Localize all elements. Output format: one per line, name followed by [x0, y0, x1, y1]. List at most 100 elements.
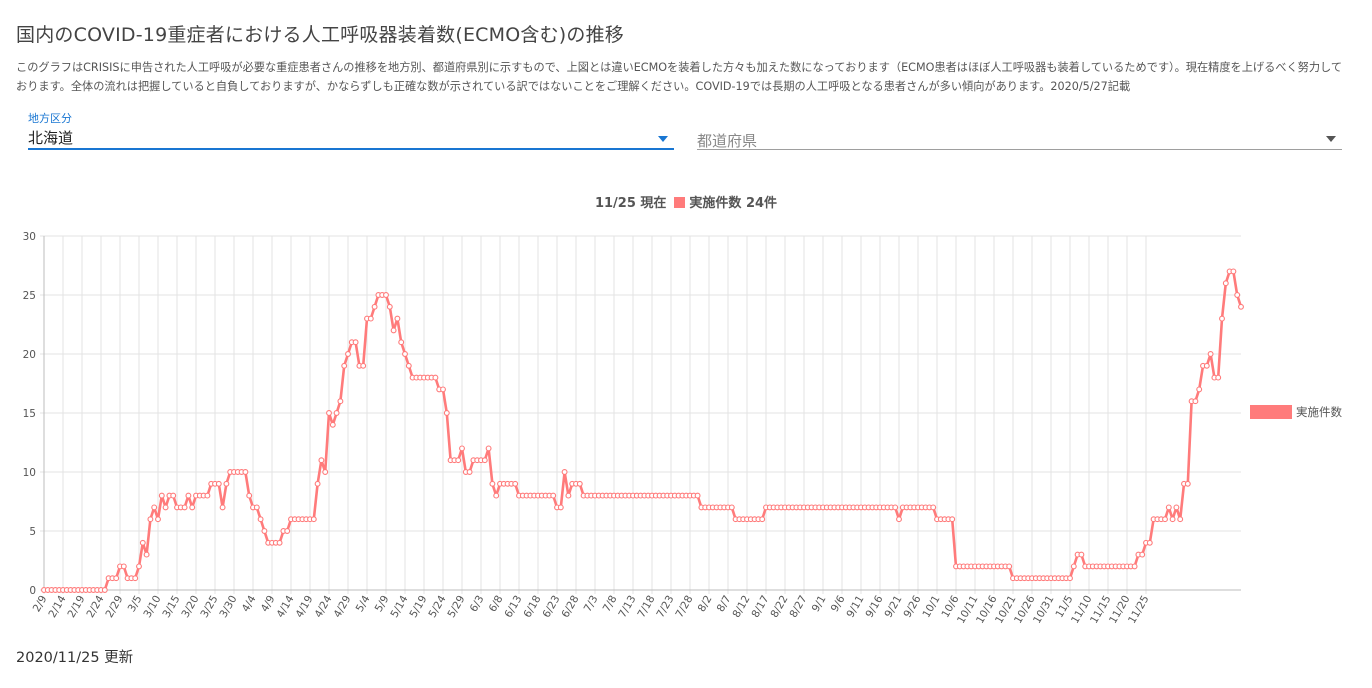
data-point: [1219, 315, 1225, 322]
x-tick-label: 8/12: [730, 594, 752, 620]
data-point: [352, 339, 359, 346]
x-tick-label: 5/19: [407, 594, 429, 620]
data-point: [113, 575, 120, 582]
data-point: [386, 303, 393, 310]
data-point: [1006, 563, 1013, 570]
description-text: このグラフはCRISISに申告された人工呼吸が必要な重症患者さんの推移を地方別、…: [16, 61, 1343, 93]
chart-top-legend: 11/25 現在 実施件数 24件: [0, 192, 1372, 211]
data-point: [147, 516, 154, 523]
data-point: [1139, 551, 1146, 558]
data-point: [1196, 386, 1203, 393]
prefecture-select-placeholder: 都道府県: [697, 132, 758, 150]
y-tick-label: 30: [23, 231, 36, 243]
data-point: [242, 469, 249, 475]
data-point: [383, 292, 389, 298]
data-point: [550, 492, 557, 499]
data-point: [1192, 398, 1199, 405]
data-point: [329, 421, 336, 428]
data-point: [1165, 504, 1172, 511]
series-line: [44, 270, 1243, 592]
x-tick-label: 3/15: [160, 594, 182, 620]
x-tick-label: 8/22: [768, 594, 790, 620]
data-point: [284, 528, 291, 534]
data-point: [489, 480, 496, 487]
data-point: [322, 469, 329, 475]
data-point: [565, 492, 572, 499]
x-tick-label: 4/29: [331, 594, 353, 620]
x-tick-label: 6/3: [468, 594, 487, 615]
prefecture-select[interactable]: 都道府県: [697, 110, 1342, 150]
legend-count-text: 実施件数 24件: [689, 196, 778, 211]
data-point: [398, 339, 405, 346]
x-tick-label: 2/14: [46, 593, 68, 620]
data-point: [455, 457, 462, 464]
data-point: [493, 492, 500, 499]
data-point: [367, 315, 374, 322]
data-point: [170, 492, 177, 499]
x-tick-label: 10/1: [920, 594, 942, 620]
data-point: [189, 504, 196, 511]
data-point: [276, 539, 283, 546]
data-point: [512, 480, 519, 487]
legend-date-text: 11/25 現在: [594, 196, 667, 211]
chevron-down-icon[interactable]: [1326, 136, 1336, 142]
data-point: [371, 303, 378, 310]
data-point: [466, 469, 473, 475]
x-tick-label: 9/11: [844, 594, 866, 620]
data-point: [158, 492, 165, 499]
region-select[interactable]: 地方区分 北海道: [28, 110, 674, 150]
data-point: [1203, 362, 1210, 369]
y-tick-label: 10: [23, 467, 36, 479]
x-tick-label: 3/5: [126, 594, 145, 615]
prefecture-select-underline: [697, 149, 1342, 150]
data-point: [1230, 268, 1237, 275]
x-tick-label: 8/27: [787, 594, 809, 620]
data-point: [261, 528, 268, 534]
data-point: [1173, 504, 1180, 511]
data-point: [120, 563, 127, 570]
data-point: [143, 551, 150, 558]
legend-swatch: [1250, 405, 1292, 419]
data-point: [246, 492, 253, 499]
x-tick-label: 3/10: [141, 594, 163, 620]
data-point: [1162, 516, 1168, 523]
data-point: [136, 563, 142, 570]
data-point: [314, 480, 321, 487]
chevron-down-icon[interactable]: [658, 136, 668, 142]
x-tick-label: 7/13: [616, 594, 638, 620]
data-point: [1184, 480, 1191, 487]
x-tick-label: 6/28: [559, 594, 581, 620]
data-point: [341, 362, 348, 369]
x-tick-label: 2/24: [84, 593, 106, 620]
x-tick-label: 2/29: [103, 594, 125, 620]
data-point: [345, 351, 351, 357]
data-point: [485, 445, 492, 452]
legend-series-label: 実施件数: [1296, 405, 1342, 419]
x-tick-label: 4/24: [312, 593, 334, 620]
region-select-value: 北海道: [28, 129, 74, 147]
data-point: [310, 516, 317, 523]
x-tick-label: 9/16: [863, 593, 885, 620]
data-point: [318, 457, 325, 464]
data-point: [949, 516, 956, 523]
x-tick-label: 7/18: [635, 594, 657, 620]
x-tick-label: 6/18: [521, 594, 543, 620]
data-point: [132, 575, 139, 582]
x-tick-label: 9/21: [882, 594, 904, 620]
data-point: [253, 504, 260, 511]
data-point: [223, 480, 230, 487]
region-select-underline: [28, 148, 674, 150]
x-tick-label: 5/4: [354, 593, 373, 614]
data-point: [1169, 516, 1176, 523]
data-point: [1146, 539, 1153, 546]
data-point: [930, 504, 937, 511]
x-tick-label: 4/14: [274, 593, 296, 620]
data-point: [481, 457, 488, 464]
y-tick-label: 15: [23, 408, 36, 420]
chart-series-legend[interactable]: 実施件数: [1250, 404, 1342, 420]
x-tick-label: 9/6: [829, 593, 848, 614]
data-point: [337, 398, 344, 405]
data-point: [459, 445, 465, 452]
data-point: [1067, 575, 1073, 582]
x-tick-label: 5/9: [373, 594, 392, 615]
